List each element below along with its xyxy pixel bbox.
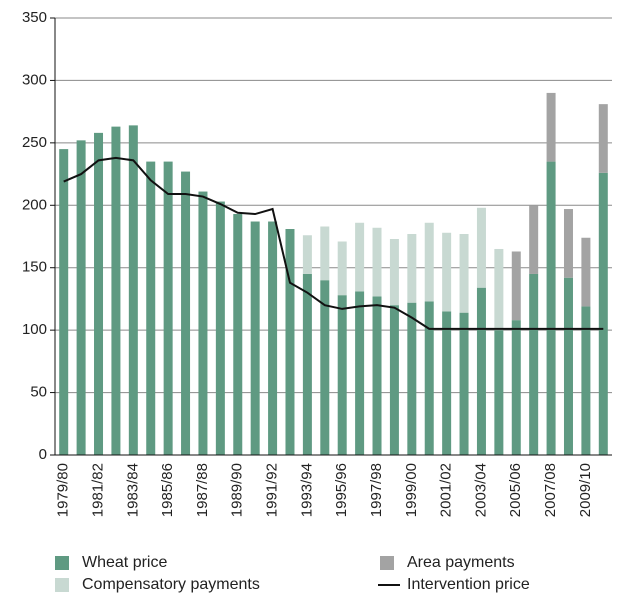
bar bbox=[181, 171, 191, 455]
bar bbox=[302, 235, 312, 274]
x-tick-label: 2001/02 bbox=[438, 463, 455, 517]
legend-swatch bbox=[380, 556, 394, 570]
x-tick-label: 1989/90 bbox=[229, 463, 246, 517]
bar bbox=[529, 205, 539, 274]
bar bbox=[198, 191, 208, 455]
bar bbox=[250, 221, 260, 455]
bar bbox=[320, 226, 330, 281]
x-tick-label: 1999/00 bbox=[403, 463, 420, 517]
x-tick-label: 1987/88 bbox=[194, 463, 211, 517]
x-tick-label: 2007/08 bbox=[542, 463, 559, 517]
bar bbox=[598, 104, 608, 173]
y-tick-label: 300 bbox=[22, 71, 47, 88]
legend-label: Area payments bbox=[407, 554, 515, 571]
x-tick-label: 2005/06 bbox=[507, 463, 524, 517]
bar bbox=[581, 237, 591, 307]
y-tick-label: 350 bbox=[22, 9, 47, 26]
x-tick-label: 2003/04 bbox=[472, 463, 489, 517]
bar bbox=[529, 273, 539, 455]
bar bbox=[546, 92, 556, 162]
bar bbox=[337, 241, 347, 296]
bar bbox=[355, 291, 365, 455]
y-tick-label: 100 bbox=[22, 321, 47, 338]
x-tick-label: 1981/82 bbox=[89, 463, 106, 517]
bar bbox=[389, 238, 399, 306]
legend-label: Intervention price bbox=[407, 576, 530, 593]
bar bbox=[424, 301, 434, 455]
x-tick-label: 1991/92 bbox=[264, 463, 281, 517]
y-tick-label: 150 bbox=[22, 259, 47, 276]
bar bbox=[511, 320, 521, 455]
legend-label: Compensatory payments bbox=[82, 576, 260, 593]
bar bbox=[424, 222, 434, 302]
bar bbox=[268, 221, 278, 455]
bar bbox=[372, 227, 382, 297]
bar bbox=[494, 248, 504, 331]
bar bbox=[337, 295, 347, 455]
bar bbox=[233, 214, 243, 455]
bar bbox=[511, 251, 521, 321]
bar bbox=[320, 280, 330, 455]
bar bbox=[407, 234, 417, 303]
y-tick-label: 200 bbox=[22, 196, 47, 213]
y-tick-label: 250 bbox=[22, 134, 47, 151]
bar bbox=[442, 232, 452, 312]
x-tick-label: 1985/86 bbox=[159, 463, 176, 517]
bar bbox=[59, 149, 69, 455]
bar bbox=[163, 161, 173, 456]
y-tick-label: 50 bbox=[30, 384, 47, 401]
bar bbox=[215, 201, 225, 455]
legend-swatch bbox=[55, 556, 69, 570]
x-tick-label: 1979/80 bbox=[55, 463, 72, 517]
x-tick-label: 1993/94 bbox=[298, 463, 315, 517]
bar bbox=[355, 222, 365, 292]
bar bbox=[459, 312, 469, 455]
bar bbox=[372, 296, 382, 455]
legend-swatch bbox=[55, 578, 69, 592]
x-tick-label: 1997/98 bbox=[368, 463, 385, 517]
bar bbox=[285, 229, 295, 455]
bar bbox=[563, 209, 573, 278]
bar bbox=[546, 161, 556, 456]
bar bbox=[94, 132, 104, 455]
bar bbox=[407, 302, 417, 455]
bar bbox=[146, 161, 156, 456]
bar bbox=[128, 125, 138, 456]
bar bbox=[111, 126, 121, 455]
bar bbox=[389, 305, 399, 455]
bar bbox=[476, 287, 486, 455]
y-tick-label: 0 bbox=[39, 446, 47, 463]
bar bbox=[494, 330, 504, 455]
bar bbox=[476, 207, 486, 288]
x-tick-label: 2009/10 bbox=[577, 463, 594, 517]
legend-label: Wheat price bbox=[82, 554, 167, 571]
bar bbox=[598, 172, 608, 455]
bar bbox=[442, 311, 452, 455]
bar bbox=[563, 277, 573, 455]
bar bbox=[302, 273, 312, 455]
line bbox=[63, 156, 604, 330]
bar bbox=[459, 234, 469, 313]
x-tick-label: 1995/96 bbox=[333, 463, 350, 517]
bar bbox=[581, 306, 591, 455]
x-tick-label: 1983/84 bbox=[124, 463, 141, 517]
bar bbox=[76, 140, 86, 456]
